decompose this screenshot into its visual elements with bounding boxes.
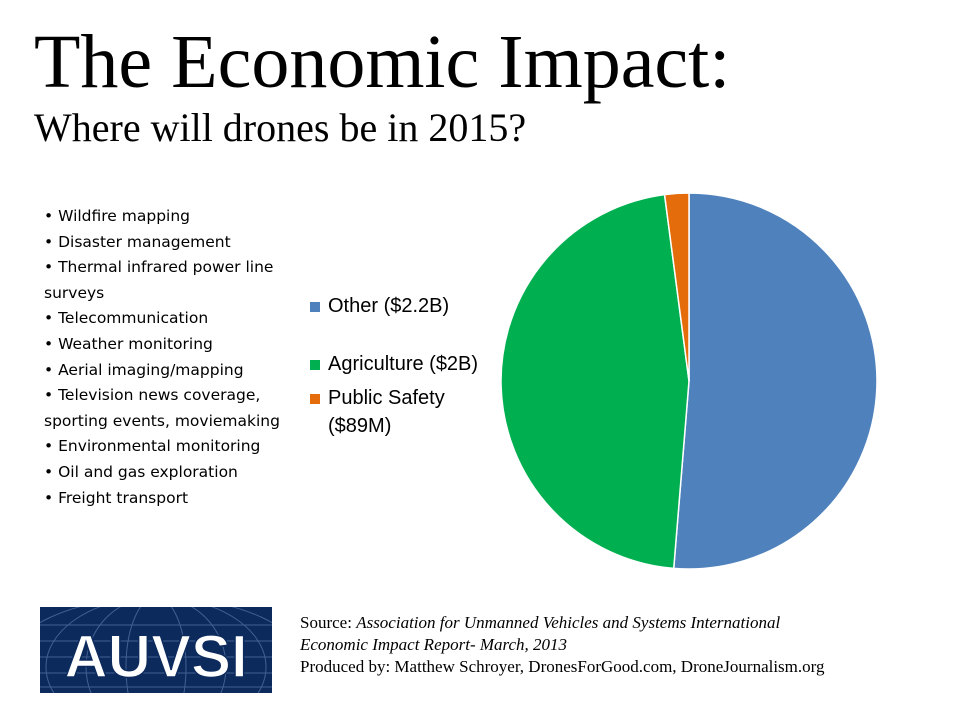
pie-slice-public-safety bbox=[663, 192, 690, 382]
legend-item-other: Other ($2.2B) bbox=[310, 292, 495, 320]
list-item: Freight transport bbox=[44, 486, 294, 512]
list-item: Television news coverage, sporting event… bbox=[44, 383, 294, 434]
pie-slice-other bbox=[672, 192, 878, 570]
list-item: Telecommunication bbox=[44, 306, 294, 332]
legend-label-other: Other ($2.2B) bbox=[328, 295, 450, 317]
source-line-2: Economic Impact Report- March, 2013 bbox=[300, 634, 950, 656]
chart-legend: Other ($2.2B) Agriculture ($2B) Public S… bbox=[310, 292, 495, 440]
legend-item-public-safety: Public Safety ($89M) bbox=[310, 384, 495, 440]
logo-text: AUVSI bbox=[64, 623, 247, 690]
produced-by: Produced by: Matthew Schroyer, DronesFor… bbox=[300, 657, 825, 676]
list-item: Aerial imaging/mapping bbox=[44, 358, 294, 384]
list-item: Disaster management bbox=[44, 230, 294, 256]
use-case-list: Wildfire mapping Disaster management The… bbox=[44, 204, 294, 511]
auvsi-logo: AUVSI bbox=[40, 607, 272, 693]
source-line: Source: Association for Unmanned Vehicle… bbox=[300, 612, 950, 634]
source-title: Association for Unmanned Vehicles and Sy… bbox=[356, 613, 781, 632]
legend-label-agriculture: Agriculture ($2B) bbox=[328, 353, 479, 375]
legend-swatch-public-safety bbox=[310, 394, 320, 404]
source-label: Source: bbox=[300, 613, 357, 632]
list-item: Wildfire mapping bbox=[44, 204, 294, 230]
list-item: Environmental monitoring bbox=[44, 434, 294, 460]
slide-title: The Economic Impact: bbox=[34, 20, 731, 104]
pie-chart bbox=[500, 192, 878, 570]
source-credits: Source: Association for Unmanned Vehicle… bbox=[300, 612, 950, 678]
list-item: Thermal infrared power line surveys bbox=[44, 255, 294, 306]
slide-subtitle: Where will drones be in 2015? bbox=[34, 105, 527, 150]
source-report: Economic Impact Report- March, 2013 bbox=[300, 635, 568, 654]
legend-swatch-other bbox=[310, 302, 320, 312]
globe-grid-icon: AUVSI bbox=[40, 607, 272, 693]
legend-swatch-agriculture bbox=[310, 360, 320, 370]
list-item: Weather monitoring bbox=[44, 332, 294, 358]
pie-slice-agriculture bbox=[500, 193, 690, 570]
legend-item-agriculture: Agriculture ($2B) bbox=[310, 350, 495, 378]
legend-label-public-safety: Public Safety ($89M) bbox=[328, 387, 445, 437]
list-item: Oil and gas exploration bbox=[44, 460, 294, 486]
